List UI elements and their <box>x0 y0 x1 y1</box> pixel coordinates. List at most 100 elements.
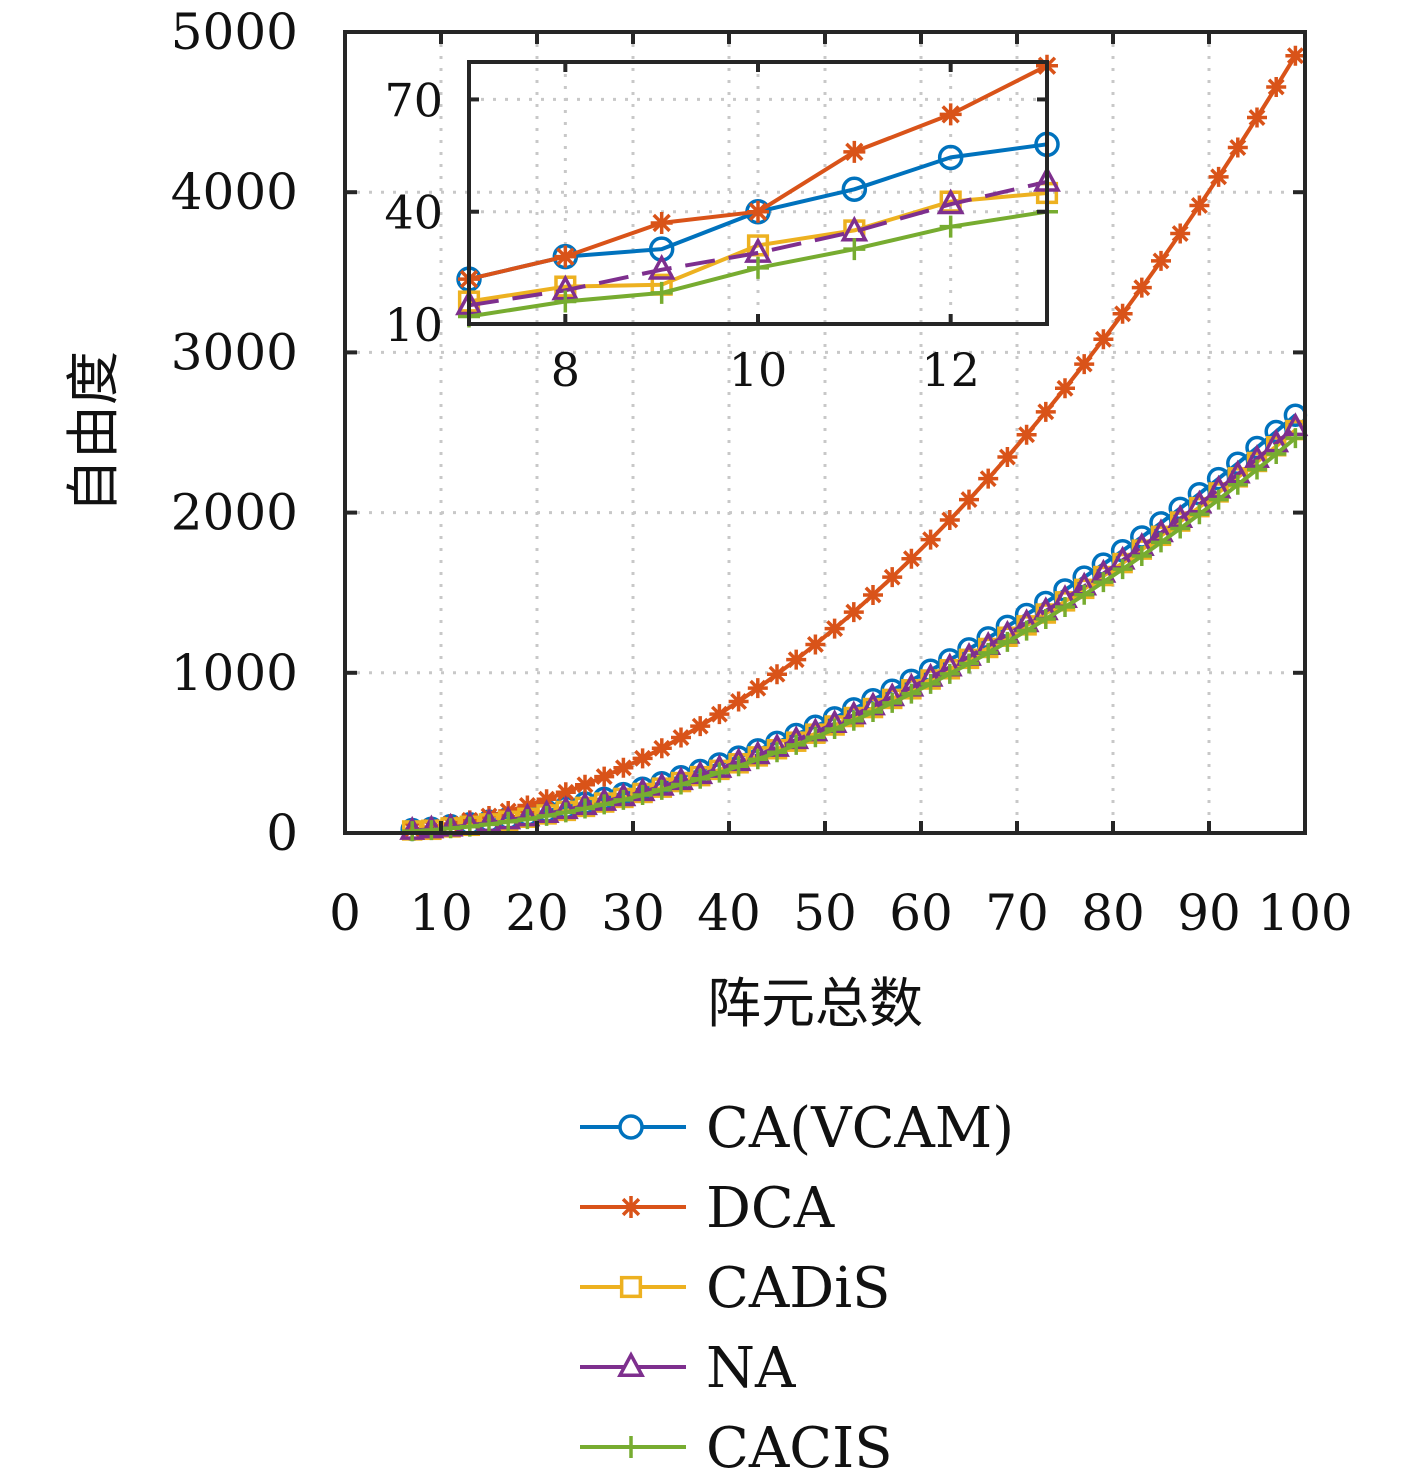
legend-label: CA(VCAM) <box>706 1096 1014 1161</box>
legend-label: DCA <box>706 1176 835 1241</box>
x-tick-label: 20 <box>505 884 569 942</box>
data-point <box>1131 277 1152 298</box>
data-point <box>555 782 576 803</box>
data-point <box>728 691 749 712</box>
inset-y-tick-label: 70 <box>384 73 443 127</box>
data-point <box>882 692 903 713</box>
data-point <box>1074 584 1095 605</box>
data-point <box>1170 518 1191 539</box>
x-tick-label: 30 <box>601 884 665 942</box>
data-point <box>671 727 691 748</box>
inset-data-point <box>650 211 673 234</box>
data-point <box>1227 474 1248 495</box>
x-tick-label: 60 <box>889 884 953 942</box>
data-point <box>863 584 883 605</box>
inset-series-line <box>468 191 1048 304</box>
data-point <box>1112 559 1133 580</box>
x-tick-label: 100 <box>1257 884 1352 942</box>
data-point <box>1055 596 1075 617</box>
inset-x-tick-label: 8 <box>551 343 580 397</box>
y-tick-label: 5000 <box>171 3 298 61</box>
y-tick-label: 1000 <box>171 644 298 702</box>
legend-item: DCA <box>580 1176 835 1241</box>
inset-y-tick-label: 40 <box>384 186 443 240</box>
data-point <box>613 789 634 810</box>
data-point <box>824 719 845 740</box>
inset-data-point <box>747 200 769 223</box>
series-line <box>412 413 1297 832</box>
series-cadis <box>401 419 1306 841</box>
data-point <box>1247 459 1267 480</box>
legend-marker-asterisk-icon <box>620 1196 642 1218</box>
inset-x-tick-label: 10 <box>729 343 788 397</box>
data-point <box>1208 166 1229 187</box>
data-point <box>767 742 787 763</box>
data-point <box>1208 489 1229 510</box>
inset-data-point <box>936 188 965 215</box>
data-point <box>901 548 922 569</box>
legend-label: CADiS <box>706 1256 890 1321</box>
data-point <box>1266 76 1287 97</box>
data-point <box>1016 620 1037 641</box>
data-point <box>939 509 960 530</box>
main-tick-labels: 0 10 20 30 40 50 60 70 80 90 100010002000300040005… <box>171 3 1353 942</box>
data-point <box>671 774 691 795</box>
data-point <box>863 702 883 723</box>
data-point <box>651 738 672 759</box>
inset-data-point <box>554 245 577 268</box>
data-point <box>594 794 615 815</box>
legend-label: NA <box>706 1336 796 1401</box>
legend-item: NA <box>580 1336 796 1401</box>
data-point <box>536 805 557 826</box>
data-point <box>1074 354 1095 375</box>
data-point <box>728 756 749 777</box>
legend-item: CA(VCAM) <box>580 1096 1014 1161</box>
data-point <box>805 634 826 655</box>
data-point <box>498 811 519 832</box>
data-point <box>1189 504 1210 525</box>
inset-data-point <box>747 256 769 279</box>
data-point <box>1266 443 1287 464</box>
y-axis-label: 自由度 <box>62 351 125 513</box>
data-point <box>786 734 807 755</box>
series-line <box>412 428 1297 833</box>
data-point <box>978 468 999 489</box>
series-na <box>399 412 1309 840</box>
data-point <box>690 768 711 789</box>
data-point <box>632 785 653 806</box>
inset-data-point <box>554 290 577 313</box>
data-point <box>978 642 999 663</box>
data-point <box>613 757 634 778</box>
data-point <box>843 602 864 623</box>
data-point <box>997 631 1018 652</box>
x-tick-label: 10 <box>409 884 473 942</box>
data-point <box>1189 195 1210 216</box>
data-point <box>747 749 768 770</box>
data-point <box>421 820 442 841</box>
data-point <box>901 683 922 704</box>
data-point <box>920 673 941 694</box>
data-point <box>709 704 730 725</box>
legend: CA(VCAM) DCA CADiS NA CACIS <box>580 1096 1014 1472</box>
legend-label: CACIS <box>706 1416 893 1472</box>
legend-marker-triangle-icon <box>617 1351 645 1377</box>
legend-marker-square-icon <box>619 1275 643 1299</box>
data-point <box>1093 329 1114 350</box>
data-point <box>1093 572 1114 593</box>
data-point <box>1055 378 1075 399</box>
main-series <box>399 45 1309 842</box>
data-point <box>959 653 979 674</box>
inset-series <box>455 54 1061 328</box>
x-tick-label: 90 <box>1177 884 1241 942</box>
legend-item: CADiS <box>580 1256 890 1321</box>
inset-tick-labels: 8 10 12 10 40 70 <box>384 73 979 397</box>
data-point <box>1112 303 1133 324</box>
data-point <box>939 663 960 684</box>
inset-data-point <box>939 103 962 126</box>
x-tick-label: 50 <box>793 884 857 942</box>
inset-data-point <box>843 140 866 163</box>
data-point <box>843 710 864 731</box>
y-tick-label: 0 <box>266 804 298 862</box>
series-line <box>412 436 1297 834</box>
main-ticks <box>343 30 1307 835</box>
